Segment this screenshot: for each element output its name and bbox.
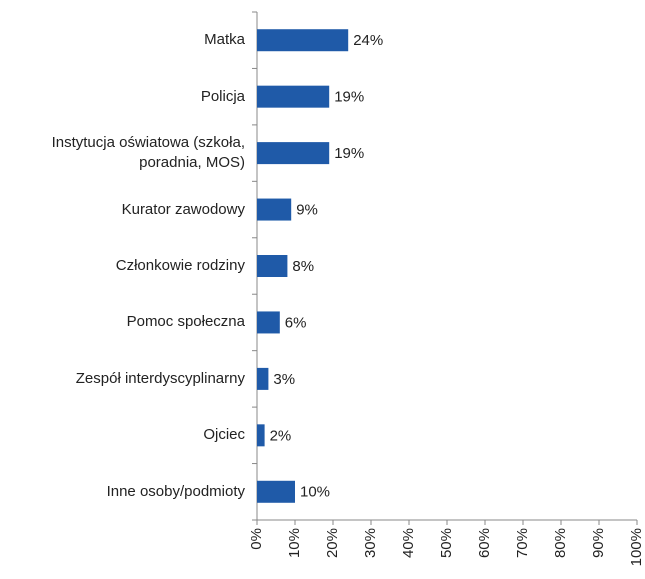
x-tick-label: 60% <box>476 528 493 558</box>
bar <box>257 367 269 390</box>
category-label: Ojciec <box>203 426 245 444</box>
x-tick-label: 10% <box>286 528 303 558</box>
x-tick-label: 80% <box>552 528 569 558</box>
value-label: 2% <box>270 427 292 444</box>
value-label: 24% <box>353 32 383 49</box>
value-label: 10% <box>300 484 330 501</box>
bar <box>257 198 292 221</box>
bar <box>257 29 349 52</box>
x-tick-label: 20% <box>324 528 341 558</box>
value-label: 19% <box>334 145 364 162</box>
category-label: Kurator zawodowy <box>121 200 245 218</box>
x-tick-label: 70% <box>514 528 531 558</box>
x-tick-label: 90% <box>590 528 607 558</box>
category-label: Instytucja oświatowa (szkoła, poradnia, … <box>51 134 245 172</box>
value-label: 3% <box>273 371 295 388</box>
bar <box>257 142 330 165</box>
category-label: Zespół interdyscyplinarny <box>75 369 245 387</box>
category-label: Pomoc społeczna <box>126 313 245 331</box>
category-label: Inne osoby/podmioty <box>106 482 245 500</box>
category-label: Matka <box>204 31 245 49</box>
x-tick-label: 40% <box>400 528 417 558</box>
x-tick-label: 50% <box>438 528 455 558</box>
x-tick-label: 100% <box>628 528 645 566</box>
value-label: 19% <box>334 89 364 106</box>
category-label: Policja <box>200 87 245 105</box>
bar <box>257 424 265 447</box>
x-tick-label: 30% <box>362 528 379 558</box>
category-label: Członkowie rodziny <box>115 257 245 274</box>
bar <box>257 255 288 277</box>
bar <box>257 85 330 108</box>
value-label: 6% <box>285 314 307 331</box>
bar <box>257 480 295 503</box>
value-label: 8% <box>292 258 314 275</box>
x-tick-label: 0% <box>248 528 265 550</box>
bar <box>257 311 280 334</box>
value-label: 9% <box>296 202 318 219</box>
